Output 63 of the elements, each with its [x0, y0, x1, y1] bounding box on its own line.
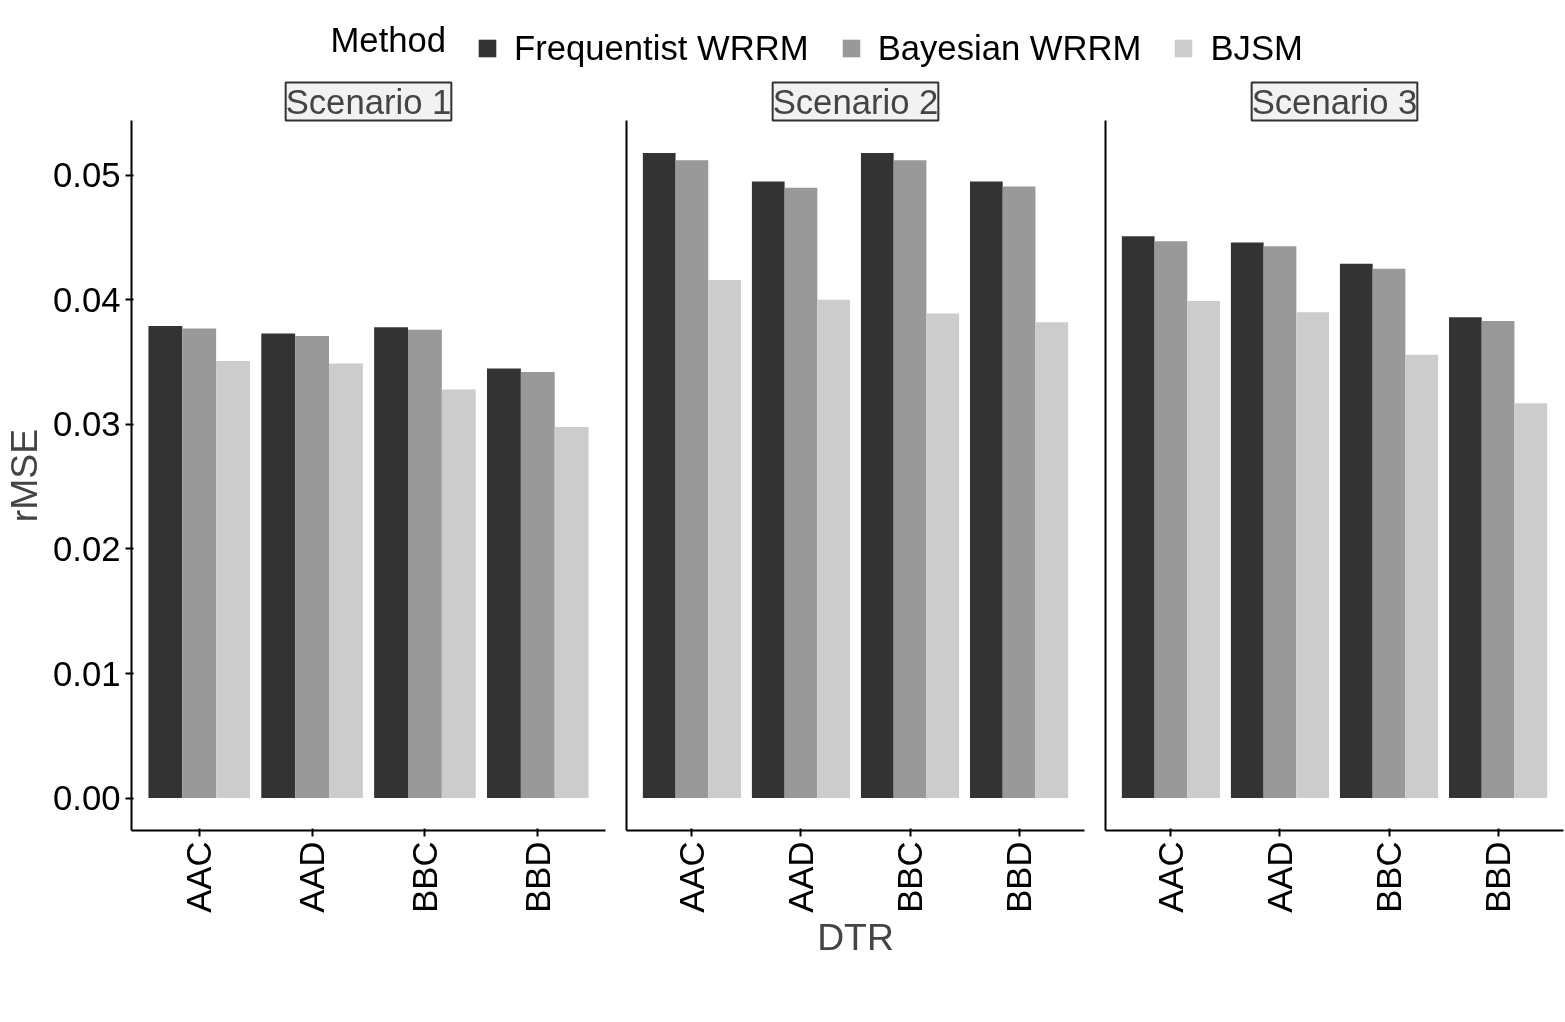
bar — [441, 389, 476, 799]
bar — [708, 279, 741, 799]
x-tick-label: BBC — [891, 841, 930, 913]
bar — [487, 368, 521, 799]
x-axis-title: DTR — [817, 915, 894, 958]
bar — [374, 327, 408, 799]
bar — [1263, 246, 1297, 799]
bar — [1035, 322, 1069, 799]
bar — [1405, 354, 1439, 799]
bar — [893, 160, 927, 799]
bar — [408, 329, 442, 799]
x-tick-label: AAD — [1260, 841, 1299, 913]
bar — [860, 152, 894, 799]
bar — [1121, 236, 1155, 799]
bar — [295, 335, 329, 799]
bar — [1187, 301, 1220, 799]
bar — [261, 333, 296, 799]
x-tick-label: BBD — [1000, 841, 1039, 913]
bar — [182, 328, 217, 799]
bar — [1514, 403, 1548, 799]
bar — [329, 363, 363, 799]
x-tick-label: AAC — [1151, 841, 1190, 913]
bar — [1372, 268, 1406, 799]
x-tick-label: AAC — [180, 841, 219, 913]
y-tick-label: 0.01 — [53, 654, 121, 693]
bar — [216, 360, 250, 799]
bar — [1481, 321, 1515, 799]
bar — [1339, 263, 1373, 799]
x-tick-label: BBD — [518, 841, 557, 913]
chart-title: Scenario 2 — [772, 82, 939, 121]
legend-label: Frequentist WRRM — [514, 28, 809, 68]
bar — [554, 426, 589, 799]
y-tick-label: 0.04 — [53, 280, 121, 319]
bar — [784, 187, 818, 799]
legend-label: BJSM — [1210, 28, 1303, 68]
bar — [675, 160, 709, 799]
y-tick-label: 0.05 — [53, 156, 121, 195]
x-tick-label: AAC — [672, 841, 711, 913]
bar — [1002, 186, 1036, 799]
bar — [1154, 241, 1188, 799]
chart-title: Scenario 1 — [285, 82, 452, 121]
bar — [148, 326, 183, 799]
chart-title: Scenario 3 — [1251, 82, 1418, 121]
x-tick-label: BBC — [405, 841, 444, 913]
legend-title: Method — [330, 20, 447, 59]
bar — [1230, 242, 1264, 799]
bar — [926, 313, 960, 799]
x-tick-label: BBC — [1370, 841, 1409, 913]
x-tick-label: BBD — [1479, 841, 1518, 913]
bar — [642, 152, 676, 799]
x-tick-label: AAD — [293, 841, 332, 913]
y-axis-title: rMSE — [3, 428, 46, 523]
x-tick-label: AAD — [781, 841, 820, 913]
bar — [817, 299, 851, 799]
bar — [1449, 317, 1482, 799]
y-tick-label: 0.02 — [53, 529, 121, 568]
bar — [751, 181, 785, 799]
y-tick-label: 0.03 — [53, 405, 121, 444]
bar — [970, 181, 1003, 799]
y-tick-label: 0.00 — [53, 779, 121, 818]
bar — [1296, 312, 1330, 799]
legend-label: Bayesian WRRM — [877, 28, 1142, 68]
bar — [520, 372, 555, 799]
